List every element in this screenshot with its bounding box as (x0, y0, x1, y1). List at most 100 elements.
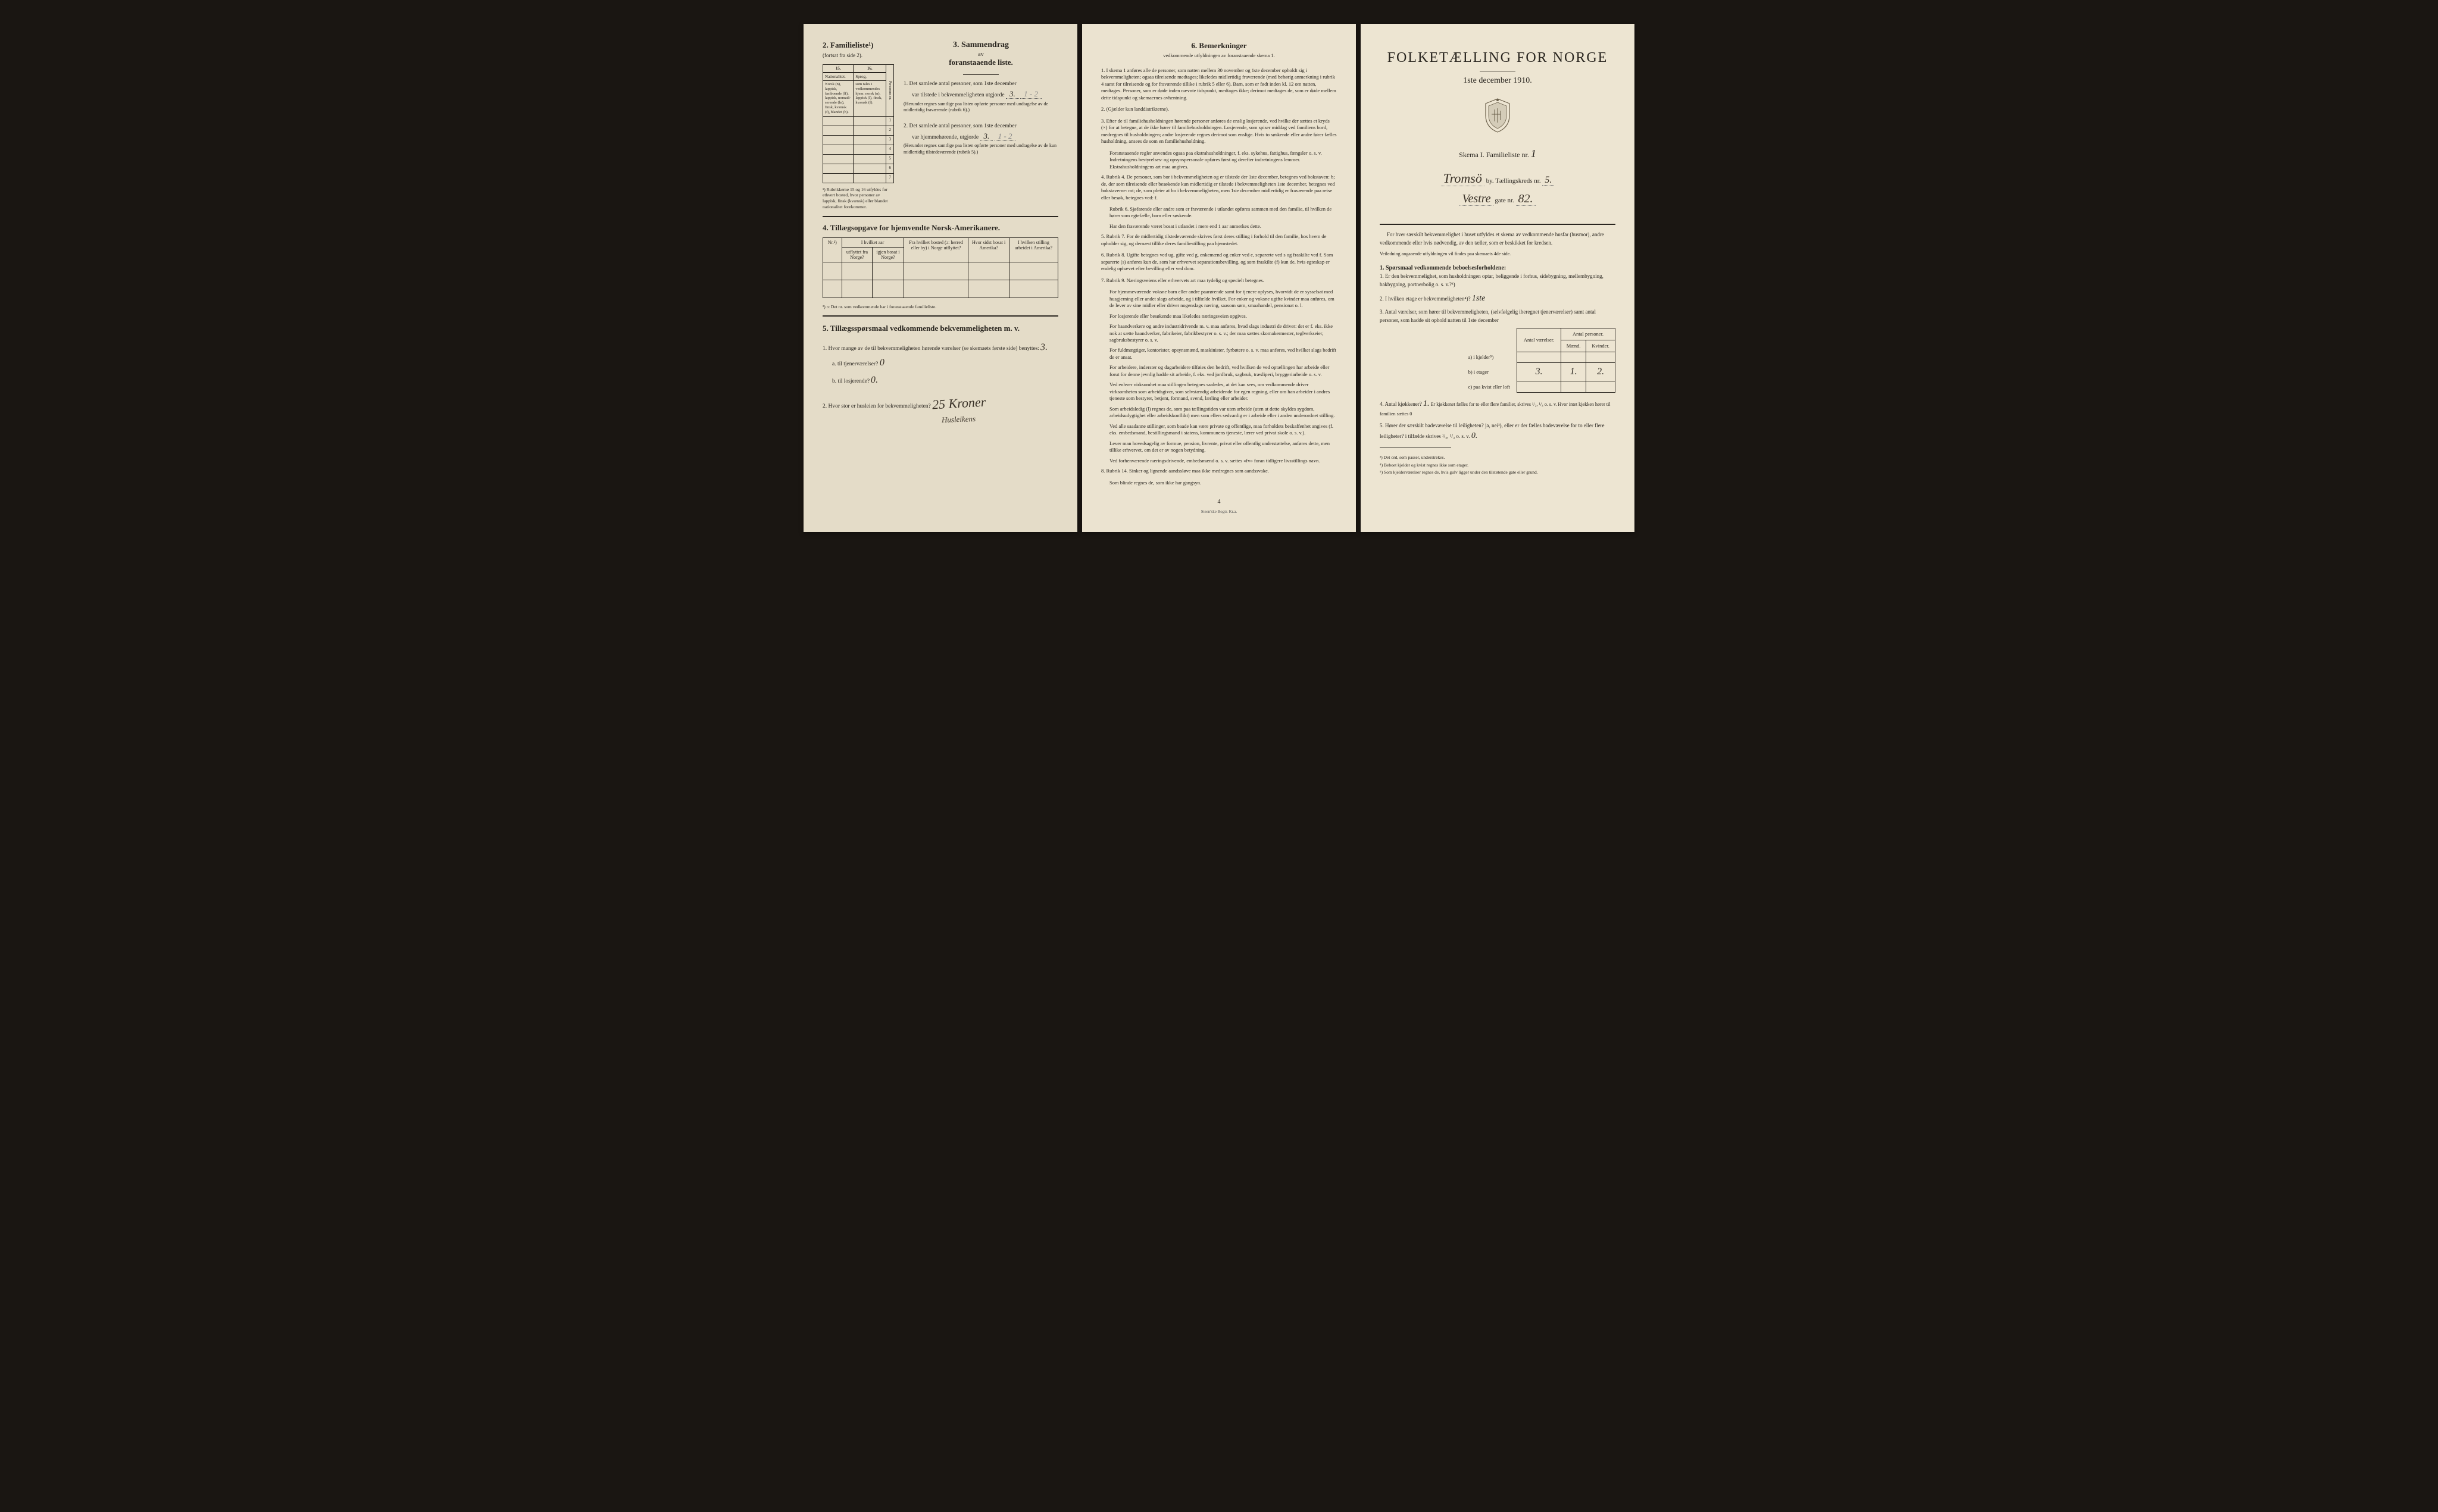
sec3-q2-val: 3. (980, 132, 993, 141)
sec3-av: av (904, 51, 1058, 58)
sec3-q2: 2. Det samlede antal personer, som 1ste … (904, 122, 1058, 156)
sec3-q1-text: 1. Det samlede antal personer, som 1ste … (904, 81, 1017, 87)
sec5-q2-val: 25 Kroner (932, 392, 986, 415)
section-4: 4. Tillægsopgave for hjemvendte Norsk-Am… (823, 223, 1058, 310)
skema-line: Skema I. Familieliste nr. 1 (1380, 148, 1615, 160)
remark-4a: Rubrik 6. Sjøfarende eller andre som er … (1109, 206, 1337, 220)
sec5-q1b-text: b. til losjerende? (832, 378, 870, 384)
sec3-q1: 1. Det samlede antal personer, som 1ste … (904, 80, 1058, 114)
sec5-q1a: a. til tjenerværelser? 0 (832, 355, 1058, 371)
skema-val: 1 (1531, 148, 1536, 159)
sec4-table: Nr.²) I hvilket aar Fra hvilket bosted (… (823, 237, 1058, 298)
q1-heading: 1. Spørsmaal vedkommende beboelsesforhol… (1380, 264, 1615, 273)
q1-2-text: 2. I hvilken etage er bekvemmeligheten⁴)… (1380, 296, 1471, 302)
remark-8a: Som blinde regnes de, som ikke har gangs… (1109, 480, 1337, 486)
main-title: FOLKETÆLLING FOR NORGE (1380, 50, 1615, 66)
coat-of-arms-icon (1483, 98, 1512, 133)
intro-text: For hver særskilt bekvemmelighet i huset… (1380, 231, 1615, 247)
row-4: 4 (886, 145, 894, 154)
sec5-q1a-text: a. til tjenerværelser? (832, 361, 878, 367)
right-body: For hver særskilt bekvemmelighet i huset… (1380, 231, 1615, 476)
sammendrag-section: 3. Sammendrag av foranstaaende liste. 1.… (904, 40, 1058, 210)
row-b-v: 3. (1517, 363, 1561, 381)
sec5-q1a-val: 0 (879, 355, 884, 371)
sec3-q1-val2: 1 - 2 (1020, 89, 1042, 99)
remark-7j: Ved forhenværende næringsdrivende, embed… (1109, 458, 1337, 464)
left-top-columns: 2. Familieliste¹) (fortsat fra side 2). … (823, 40, 1058, 210)
right-divider (1380, 224, 1615, 225)
remark-7g: Som arbeidsledig (l) regnes de, som paa … (1109, 406, 1337, 420)
remark-7f: Ved enhver virksomhet maa stillingen bet… (1109, 381, 1337, 402)
sec3-q1b: var tilstede i bekvemmeligheten utgjorde (912, 92, 1005, 98)
remark-7i: Lever man hovedsagelig av formue, pensio… (1109, 440, 1337, 454)
city-line: Tromsö by. Tællingskreds nr. 5. (1380, 171, 1615, 186)
nationality-table: 2. Familieliste¹) (fortsat fra side 2). … (823, 40, 894, 210)
sec4-heading: 4. Tillægsopgave for hjemvendte Norsk-Am… (823, 223, 1058, 233)
sec5-q2: 2. Hvor stor er husleien for bekvemmelig… (823, 393, 1058, 426)
remark-7h: Ved alle saadanne stillinger, som baade … (1109, 423, 1337, 437)
skema-label: Skema I. Familieliste nr. (1459, 151, 1529, 159)
sec4-c3: Fra hvilket bosted (ɔ: herred eller by) … (904, 237, 968, 262)
sec4-c1: Nr.²) (823, 237, 842, 262)
row-3: 3 (886, 135, 894, 145)
sec3-q2-note: (Herunder regnes samtlige paa listen opf… (904, 143, 1058, 155)
remark-6: 6. Rubrik 8. Ugifte betegnes ved ug, gif… (1101, 252, 1337, 272)
remark-3a: Foranstaaende regler anvendes ogsaa paa … (1109, 150, 1337, 170)
row-b-m: 1. (1561, 363, 1586, 381)
sec4-c2b: utflyttet fra Norge? (842, 247, 873, 262)
rule (963, 74, 999, 75)
q1-2-val: 1ste (1472, 294, 1486, 303)
remark-8: 8. Rubrik 14. Sinker og lignende aandssl… (1101, 468, 1337, 474)
row-7: 7 (886, 173, 894, 183)
sec5-q1b: b. til losjerende? 0. (832, 372, 1058, 388)
section-5: 5. Tillægsspørsmaal vedkommende bekvemme… (823, 323, 1058, 426)
center-page: 6. Bemerkninger vedkommende utfyldningen… (1082, 24, 1356, 532)
q1-2: 2. I hvilken etage er bekvemmeligheten⁴)… (1380, 292, 1615, 305)
rooms-table: Antal værelser. Antal personer. Mænd. Kv… (1465, 328, 1615, 393)
sec3-q1-note: (Herunder regnes samtlige paa listen opf… (904, 101, 1058, 114)
sec3-q2-text: 2. Det samlede antal personer, som 1ste … (904, 123, 1017, 129)
row-c-label: c) paa kvist eller loft (1465, 381, 1517, 393)
q1-4: 4. Antal kjøkkener? 1. Er kjøkkenet fæll… (1380, 397, 1615, 418)
remark-7a: For hjemmeværende voksne barn eller andr… (1109, 289, 1337, 309)
kreds-val: 5. (1542, 175, 1554, 186)
sec2-heading: 2. Familieliste¹) (823, 40, 894, 50)
remark-7e: For arbeidere, inderster og dagarbeidere… (1109, 364, 1337, 378)
remark-4b: Har den fraværende været bosat i utlande… (1109, 223, 1337, 230)
sec5-q1-text: 1. Hvor mange av de til bekvemmeligheten… (823, 346, 1039, 352)
col15-body: Norsk (n), lappisk, fastboende (lf), lap… (823, 81, 854, 117)
remarks-list: 1. I skema 1 anføres alle de personer, s… (1101, 67, 1337, 486)
sec2-sub: (fortsat fra side 2). (823, 52, 894, 58)
remark-4: 4. Rubrik 4. De personer, som bor i bekv… (1101, 174, 1337, 201)
sec4-c4: Hvor sidst bosat i Amerika? (968, 237, 1009, 262)
sec6-sub: vedkommende utfyldningen av foranstaaend… (1101, 52, 1337, 59)
sec5-q1b-val: 0. (871, 372, 879, 388)
row-6: 6 (886, 164, 894, 173)
col16-body: som tales i vedkommendes hjem: norsk (n)… (854, 81, 886, 117)
sec3-q2-val2: 1 - 2 (995, 132, 1016, 141)
remark-3: 3. Efter de til familiehusholdningen hør… (1101, 118, 1337, 145)
sec3-q1-val: 3. (1006, 89, 1019, 99)
sec3-sub: foranstaaende liste. (904, 58, 1058, 67)
row-1: 1 (886, 116, 894, 126)
left-page: 2. Familieliste¹) (fortsat fra side 2). … (804, 24, 1077, 532)
row-b-label: b) i etager (1465, 363, 1517, 381)
q1-4-text: 4. Antal kjøkkener? (1380, 401, 1422, 407)
remark-5: 5. Rubrik 7. For de midlertidig tilstede… (1101, 233, 1337, 247)
sec5-q1: 1. Hvor mange av de til bekvemmeligheten… (823, 340, 1058, 388)
row-b-k: 2. (1586, 363, 1615, 381)
row-2: 2 (886, 126, 894, 135)
row-a-label: a) i kjelder⁵) (1465, 352, 1517, 363)
sec6-heading: 6. Bemerkninger (1101, 40, 1337, 51)
sec5-q2-text: 2. Hvor stor er husleien for bekvemmelig… (823, 403, 931, 409)
divider-1 (823, 216, 1058, 217)
personens-nr: Personens nr. (886, 65, 894, 117)
col15-head: Nationalitet. (823, 73, 854, 81)
col16-head: Sprog, (854, 73, 886, 81)
gate-hw: Vestre (1459, 192, 1493, 206)
printer-mark: Steen'ske Bogtr. Kr.a. (1101, 509, 1337, 515)
sec4-c5: I hvilken stilling arbeidet i Amerika? (1009, 237, 1058, 262)
remark-7d: For fuldmægtiger, kontorister, opsynsmæn… (1109, 347, 1337, 361)
divider-2 (823, 315, 1058, 317)
q1-4-val: 1. (1423, 399, 1430, 408)
